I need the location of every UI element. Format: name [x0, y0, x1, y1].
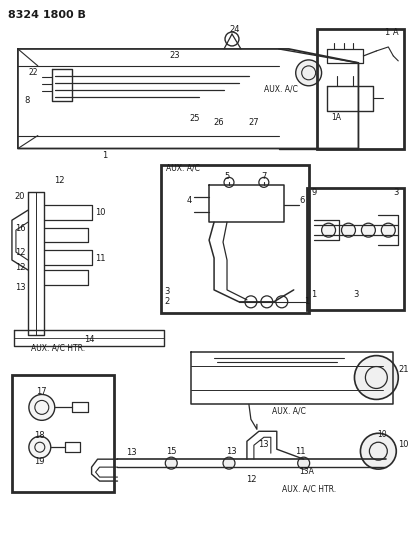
Text: 25: 25: [189, 114, 199, 123]
Circle shape: [222, 457, 234, 469]
Text: 1: 1: [102, 151, 107, 160]
Bar: [316, 29, 403, 149]
Text: 13A: 13A: [299, 466, 313, 475]
Text: 26: 26: [213, 118, 224, 127]
Text: 12: 12: [245, 474, 256, 483]
Text: 8324 1800 B: 8324 1800 B: [8, 10, 85, 20]
Bar: [12, 375, 113, 492]
Text: AUX. A/C: AUX. A/C: [263, 84, 297, 93]
Text: 5: 5: [224, 172, 229, 181]
Text: 12: 12: [15, 263, 25, 272]
Text: 8: 8: [25, 96, 30, 105]
Text: 4: 4: [186, 196, 191, 205]
Text: 21: 21: [397, 365, 408, 374]
Circle shape: [361, 223, 375, 237]
Text: 3: 3: [353, 290, 358, 300]
Text: 22: 22: [28, 68, 38, 77]
Circle shape: [29, 437, 51, 458]
Bar: [306, 188, 403, 310]
Text: 18: 18: [34, 431, 45, 440]
Text: AUX. A/C: AUX. A/C: [271, 407, 305, 416]
Text: 17: 17: [36, 387, 47, 396]
Text: 1 A: 1 A: [384, 28, 397, 37]
Text: 6: 6: [298, 196, 303, 205]
Text: 1: 1: [310, 290, 315, 300]
Text: 13: 13: [225, 447, 236, 456]
Text: 13: 13: [258, 440, 269, 449]
Text: 10: 10: [397, 440, 408, 449]
Text: AUX. A/C: AUX. A/C: [166, 164, 200, 173]
Text: 20: 20: [15, 192, 25, 201]
Bar: [161, 165, 308, 313]
Text: 27: 27: [248, 118, 258, 127]
Text: AUX. A/C HTR.: AUX. A/C HTR.: [31, 343, 85, 352]
Text: 12: 12: [54, 176, 65, 185]
Circle shape: [165, 457, 177, 469]
Text: 14: 14: [84, 335, 94, 344]
Text: 23: 23: [169, 51, 179, 60]
Text: 11: 11: [95, 254, 106, 263]
Text: 7: 7: [261, 172, 266, 181]
Text: 2: 2: [164, 297, 169, 306]
Circle shape: [341, 223, 355, 237]
Text: 16: 16: [15, 224, 25, 233]
Text: 15: 15: [166, 447, 176, 456]
Text: 13: 13: [126, 448, 137, 457]
Text: 1A: 1A: [331, 113, 341, 122]
Circle shape: [321, 223, 335, 237]
Text: 24: 24: [229, 25, 240, 34]
Text: 10: 10: [377, 430, 386, 439]
Circle shape: [360, 433, 396, 469]
Circle shape: [295, 60, 321, 86]
Text: 11: 11: [295, 447, 305, 456]
Text: 13: 13: [15, 284, 25, 293]
Text: 1: 1: [303, 297, 308, 306]
Text: AUX. A/C HTR.: AUX. A/C HTR.: [281, 484, 335, 494]
Circle shape: [297, 457, 309, 469]
Text: 3: 3: [392, 188, 397, 197]
Circle shape: [354, 356, 397, 399]
Text: 19: 19: [34, 457, 45, 466]
Text: 9: 9: [311, 188, 316, 197]
Circle shape: [380, 223, 394, 237]
Text: 3: 3: [164, 287, 170, 296]
Circle shape: [29, 394, 55, 421]
Text: 12: 12: [15, 247, 25, 256]
Text: 10: 10: [95, 208, 106, 217]
